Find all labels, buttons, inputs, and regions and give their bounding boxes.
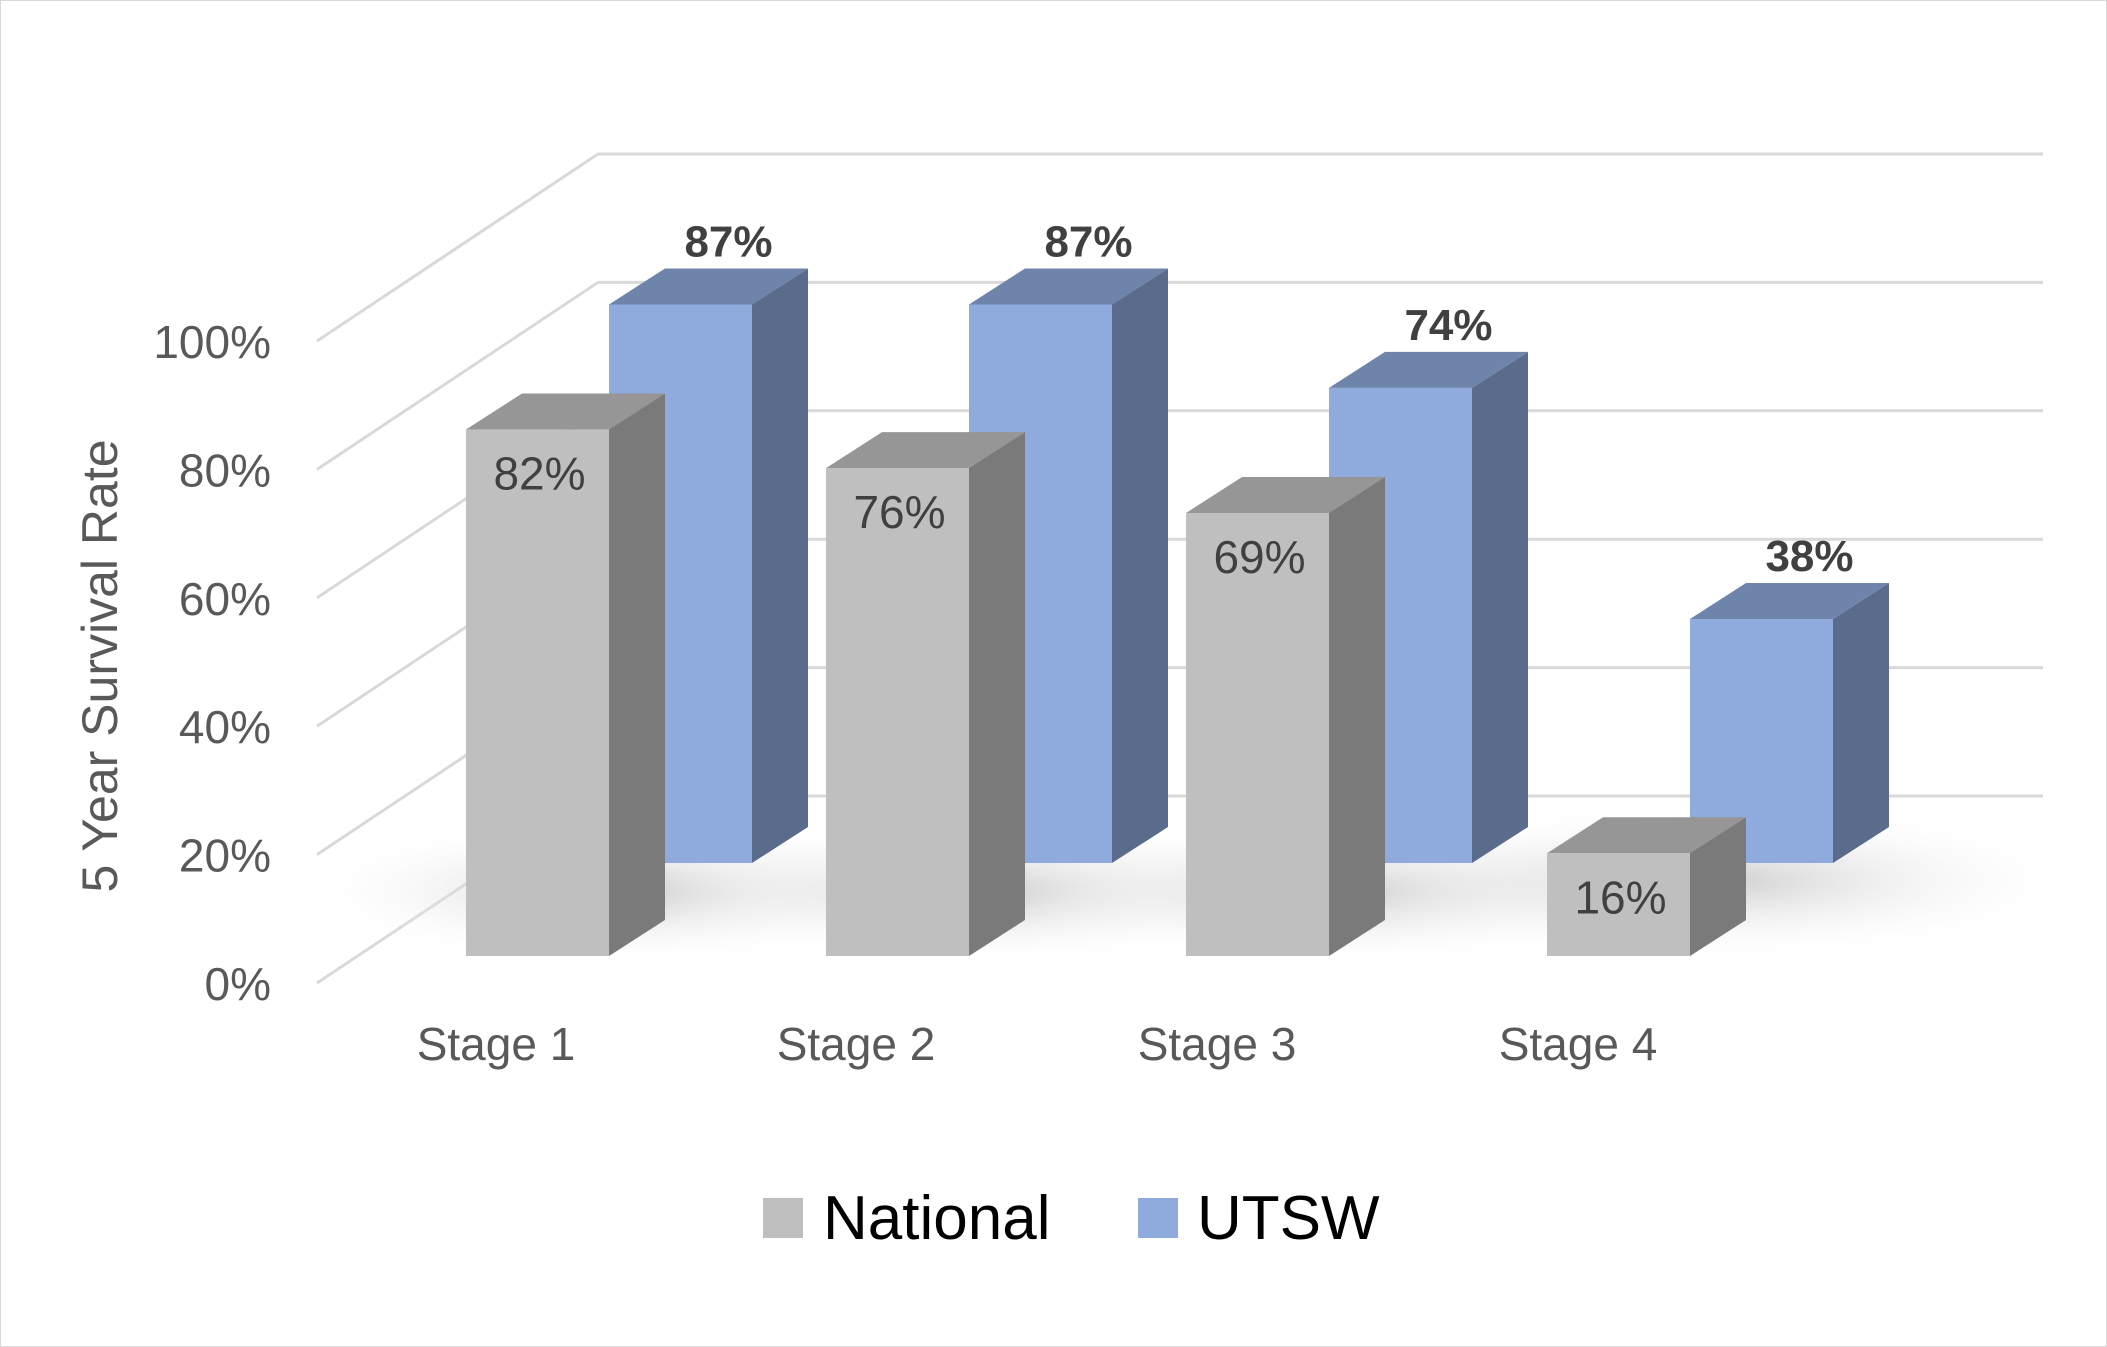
- utsw-bar-top: [1329, 351, 1528, 388]
- national-data-label: 16%: [1574, 871, 1666, 923]
- national-bar: [1186, 477, 1385, 956]
- x-tick-label: Stage 3: [1138, 1018, 1297, 1070]
- national-data-label: 69%: [1213, 531, 1305, 583]
- legend-label: UTSW: [1197, 1184, 1380, 1253]
- x-axis-ticks: Stage 1 Stage 2 Stage 3 Stage 4: [417, 1018, 1658, 1070]
- national-bar-top: [826, 432, 1025, 469]
- national-bar-side: [609, 393, 665, 956]
- y-tick-label: 80%: [179, 444, 271, 496]
- national-bar-front: [1186, 513, 1329, 956]
- y-tick-label: 20%: [179, 830, 271, 882]
- national-data-label: 76%: [853, 486, 945, 538]
- legend-swatch: [1138, 1198, 1178, 1238]
- utsw-data-label: 74%: [1404, 301, 1492, 350]
- utsw-data-label: 38%: [1765, 532, 1853, 581]
- national-bar-top: [1186, 477, 1385, 514]
- y-tick-label: 40%: [179, 701, 271, 753]
- legend: National UTSW: [763, 1184, 1380, 1253]
- utsw-bar-top: [1690, 583, 1889, 620]
- side-gridline: [316, 281, 599, 471]
- national-bars: 82% 76% 69% 16%: [466, 393, 1746, 957]
- y-tick-label: 60%: [179, 573, 271, 625]
- y-axis-ticks: 0% 20% 40% 60% 80% 100%: [153, 316, 271, 1010]
- national-bar-side: [1329, 477, 1385, 956]
- utsw-bar-top: [969, 268, 1168, 305]
- utsw-bar-top: [609, 268, 808, 305]
- legend-swatch: [763, 1198, 803, 1238]
- utsw-data-label: 87%: [684, 217, 772, 266]
- national-bar: [466, 393, 665, 956]
- national-bar-front: [466, 429, 609, 956]
- side-gridline: [316, 152, 599, 343]
- utsw-bar-side: [1833, 583, 1889, 863]
- x-tick-label: Stage 4: [1499, 1018, 1658, 1070]
- y-tick-label: 0%: [205, 958, 271, 1010]
- national-bar: [1547, 817, 1746, 956]
- utsw-data-label: 87%: [1044, 217, 1132, 266]
- national-bar-side: [969, 432, 1025, 957]
- y-axis-title: 5 Year Survival Rate: [72, 439, 128, 892]
- utsw-bar: [1690, 583, 1889, 863]
- national-bar-front: [826, 468, 969, 956]
- national-bar-side: [1690, 817, 1746, 956]
- y-tick-label: 100%: [153, 316, 271, 368]
- utsw-bar-side: [752, 268, 808, 864]
- national-data-label: 82%: [493, 448, 585, 500]
- legend-label: National: [823, 1184, 1050, 1253]
- utsw-bar-side: [1472, 351, 1528, 863]
- x-tick-label: Stage 1: [417, 1018, 576, 1070]
- national-bar-front: [1547, 853, 1690, 956]
- national-bar-top: [466, 393, 665, 430]
- utsw-bar-side: [1112, 268, 1168, 864]
- national-bar: [826, 432, 1025, 957]
- national-bar-top: [1547, 817, 1746, 854]
- x-tick-label: Stage 2: [777, 1018, 936, 1070]
